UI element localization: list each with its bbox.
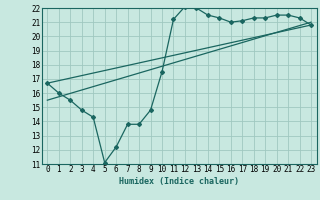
X-axis label: Humidex (Indice chaleur): Humidex (Indice chaleur) (119, 177, 239, 186)
